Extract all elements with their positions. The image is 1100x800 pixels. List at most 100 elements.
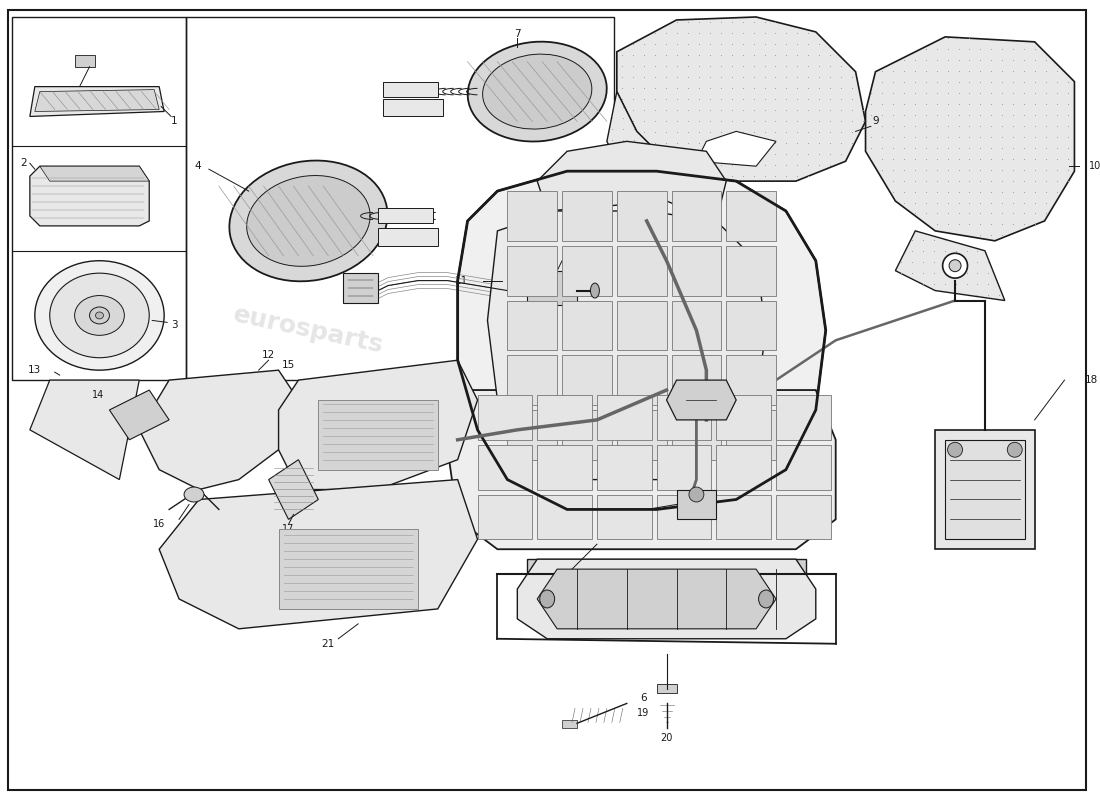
- Bar: [726, 355, 775, 405]
- Bar: [12, 17, 186, 380]
- Text: 3: 3: [170, 320, 177, 330]
- Text: 20: 20: [660, 734, 673, 743]
- Ellipse shape: [591, 283, 600, 298]
- Ellipse shape: [50, 273, 150, 358]
- Bar: [597, 395, 651, 440]
- Polygon shape: [537, 142, 726, 221]
- Text: 17: 17: [283, 524, 295, 534]
- Bar: [75, 54, 95, 66]
- Polygon shape: [487, 211, 766, 479]
- Polygon shape: [35, 90, 160, 111]
- Bar: [343, 273, 378, 302]
- Bar: [617, 410, 667, 460]
- Text: 10: 10: [1089, 162, 1100, 171]
- Text: 19: 19: [637, 708, 649, 718]
- Bar: [507, 246, 557, 295]
- Bar: [671, 410, 722, 460]
- Bar: [278, 530, 418, 609]
- Text: 13: 13: [29, 365, 42, 375]
- Bar: [562, 720, 578, 728]
- Bar: [617, 301, 667, 350]
- Polygon shape: [140, 370, 298, 490]
- Polygon shape: [866, 37, 1075, 241]
- Ellipse shape: [949, 260, 961, 272]
- Bar: [657, 494, 712, 539]
- Bar: [716, 494, 771, 539]
- Text: 7: 7: [514, 29, 520, 39]
- Bar: [562, 191, 612, 241]
- Bar: [597, 445, 651, 490]
- Bar: [657, 445, 712, 490]
- Polygon shape: [30, 380, 140, 479]
- Bar: [676, 490, 716, 519]
- Ellipse shape: [759, 590, 773, 608]
- Bar: [383, 98, 442, 117]
- Polygon shape: [517, 559, 816, 638]
- Bar: [716, 395, 771, 440]
- Polygon shape: [696, 131, 775, 166]
- Bar: [776, 395, 830, 440]
- Ellipse shape: [689, 487, 704, 502]
- Ellipse shape: [947, 442, 962, 458]
- Text: 18: 18: [1085, 375, 1098, 385]
- Bar: [776, 494, 830, 539]
- Bar: [318, 400, 438, 470]
- Text: 11: 11: [454, 276, 467, 286]
- Bar: [671, 301, 722, 350]
- Bar: [186, 17, 614, 380]
- Ellipse shape: [35, 261, 164, 370]
- Polygon shape: [667, 380, 736, 420]
- Bar: [726, 246, 775, 295]
- Bar: [477, 494, 532, 539]
- Polygon shape: [30, 86, 164, 117]
- Ellipse shape: [184, 487, 204, 502]
- Ellipse shape: [246, 175, 370, 266]
- Bar: [562, 355, 612, 405]
- Text: 12: 12: [262, 350, 275, 360]
- Polygon shape: [537, 569, 775, 629]
- Text: 21: 21: [321, 638, 334, 649]
- Text: 9: 9: [872, 117, 879, 126]
- Ellipse shape: [89, 307, 109, 324]
- Bar: [477, 445, 532, 490]
- Ellipse shape: [229, 161, 387, 282]
- Polygon shape: [458, 171, 826, 510]
- Polygon shape: [895, 231, 1004, 301]
- Bar: [776, 445, 830, 490]
- Bar: [726, 191, 775, 241]
- Polygon shape: [268, 460, 318, 519]
- Bar: [726, 301, 775, 350]
- Text: eurosparts: eurosparts: [231, 302, 386, 358]
- Text: 4: 4: [194, 162, 200, 171]
- Bar: [617, 355, 667, 405]
- Polygon shape: [617, 17, 866, 181]
- Bar: [562, 301, 612, 350]
- Bar: [597, 494, 651, 539]
- Bar: [527, 270, 578, 306]
- Polygon shape: [109, 390, 169, 440]
- Bar: [726, 410, 775, 460]
- Bar: [378, 208, 432, 223]
- Bar: [537, 494, 592, 539]
- Bar: [537, 445, 592, 490]
- Text: 11: 11: [550, 574, 563, 584]
- Ellipse shape: [468, 42, 607, 142]
- Bar: [935, 430, 1035, 550]
- Bar: [671, 246, 722, 295]
- Ellipse shape: [943, 254, 968, 278]
- Bar: [507, 355, 557, 405]
- Bar: [657, 683, 676, 694]
- Bar: [562, 246, 612, 295]
- Polygon shape: [40, 166, 150, 181]
- Text: 15: 15: [282, 360, 295, 370]
- Bar: [507, 191, 557, 241]
- Text: eurosparts: eurosparts: [639, 472, 794, 527]
- Bar: [537, 395, 592, 440]
- Text: 1: 1: [170, 117, 177, 126]
- Bar: [383, 82, 438, 97]
- Ellipse shape: [96, 312, 103, 319]
- Bar: [617, 246, 667, 295]
- Polygon shape: [278, 360, 477, 490]
- Text: 8: 8: [559, 250, 565, 261]
- Bar: [527, 559, 806, 589]
